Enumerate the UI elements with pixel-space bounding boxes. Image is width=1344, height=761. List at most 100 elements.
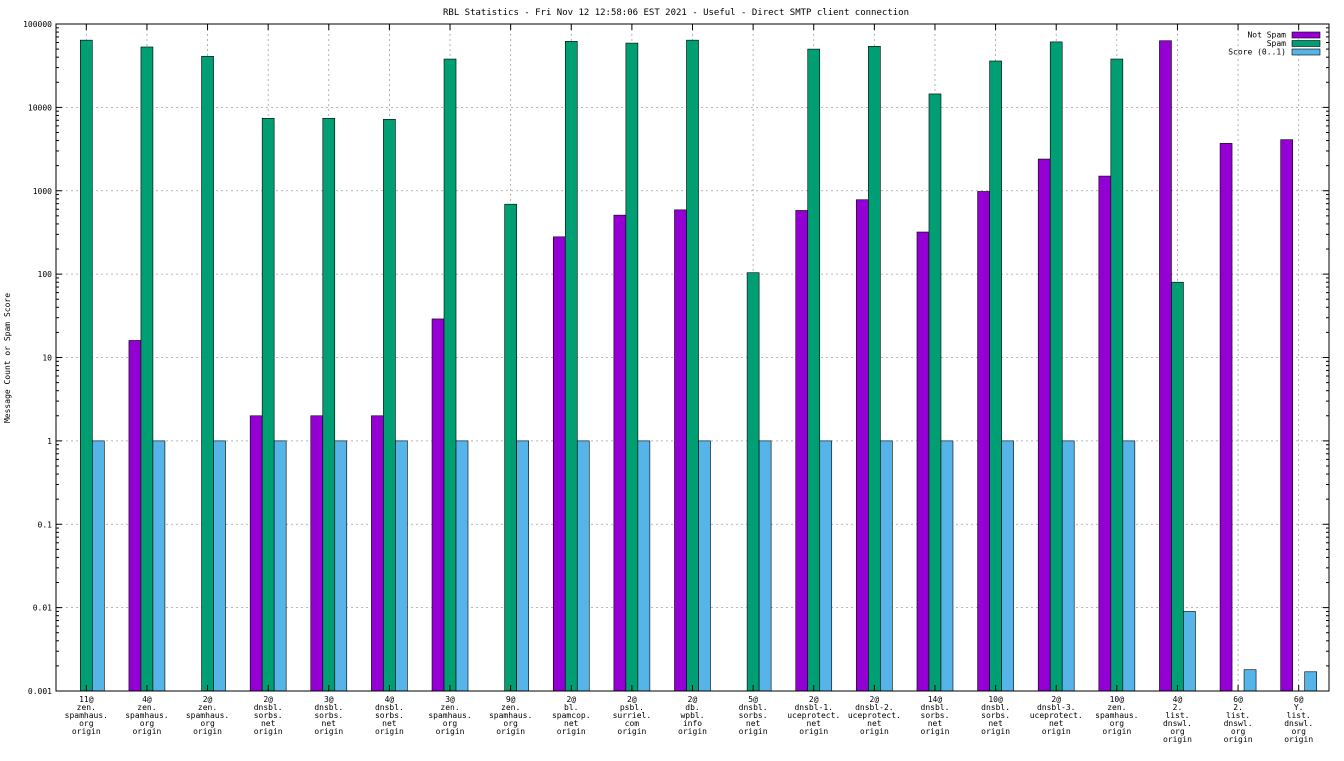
bar-spam (443, 58, 457, 692)
bar-not-spam (1280, 139, 1293, 692)
y-tick-label: 10000 (28, 103, 52, 112)
legend-label: Spam (1267, 39, 1286, 48)
x-category-label: 9@ zen. spamhaus. org origin (489, 695, 532, 736)
y-tick-label: 0.1 (38, 520, 53, 529)
bar-score-0-1 (92, 440, 105, 692)
legend-swatch (1291, 31, 1321, 39)
x-category-label: 6@ 2. list. dnswl. org origin (1224, 695, 1253, 744)
bar-score-0-1 (940, 440, 954, 692)
x-category-label: 4@ dnsbl. sorbs. net origin (375, 695, 404, 736)
x-category-label: 4@ 2. list. dnswl. org origin (1163, 695, 1192, 744)
bar-not-spam (552, 236, 566, 692)
x-category-label: 2@ dnsbl-3. uceprotect. net origin (1030, 695, 1083, 736)
bar-spam (201, 55, 214, 692)
bar-score-0-1 (334, 440, 348, 692)
bar-spam (625, 42, 639, 692)
x-category-label: 2@ bl. spamcop. net origin (552, 695, 591, 736)
legend-swatch (1291, 48, 1321, 56)
bar-score-0-1 (516, 440, 529, 692)
x-category-label: 3@ zen. spamhaus. org origin (428, 695, 471, 736)
bar-not-spam (371, 415, 384, 692)
bar-score-0-1 (1061, 440, 1075, 692)
bar-score-0-1 (1183, 611, 1196, 692)
bar-score-0-1 (395, 440, 408, 692)
x-category-label: 11@ zen. spamhaus. org origin (65, 695, 108, 736)
x-category-label: 4@ zen. spamhaus. org origin (125, 695, 168, 736)
bar-not-spam (1037, 158, 1051, 692)
bar-not-spam (1159, 40, 1172, 692)
bar-score-0-1 (273, 440, 287, 692)
bar-score-0-1 (455, 440, 469, 692)
bar-not-spam (613, 214, 627, 692)
x-category-label: 5@ dnsbl. sorbs. net origin (739, 695, 768, 736)
bar-spam (504, 203, 517, 692)
x-category-label: 2@ dnsbl. sorbs. net origin (254, 695, 283, 736)
bar-not-spam (128, 340, 142, 692)
bar-score-0-1 (819, 440, 833, 692)
bars (80, 39, 1317, 692)
bar-score-0-1 (637, 440, 651, 692)
plot-border (55, 23, 1330, 692)
bar-score-0-1 (880, 440, 893, 692)
x-category-label: 3@ dnsbl. sorbs. net origin (314, 695, 343, 736)
x-category-label: 2@ zen. spamhaus. org origin (186, 695, 229, 736)
bar-not-spam (431, 318, 445, 692)
legend-label: Score (0..1) (1228, 48, 1286, 57)
bar-spam (746, 272, 760, 692)
x-category-label: 2@ db. wpbl. info origin (678, 695, 707, 736)
bar-spam (1110, 58, 1124, 692)
bar-spam (261, 117, 275, 692)
y-tick-label: 10 (42, 354, 52, 363)
bar-spam (564, 41, 578, 692)
bar-score-0-1 (698, 440, 711, 692)
chart-title: RBL Statistics - Fri Nov 12 12:58:06 EST… (443, 8, 909, 18)
bar-not-spam (249, 415, 263, 692)
bar-not-spam (310, 415, 324, 692)
bar-spam (989, 60, 1002, 692)
bar-not-spam (856, 199, 869, 692)
bar-score-0-1 (576, 440, 590, 692)
bar-not-spam (795, 210, 809, 692)
bar-not-spam (977, 191, 990, 692)
bar-score-0-1 (1243, 669, 1257, 692)
bar-not-spam (674, 209, 687, 692)
bar-score-0-1 (1001, 440, 1014, 692)
x-category-label: 6@ Y. list. dnswl. org origin (1284, 695, 1313, 744)
y-axis-label: Message Count or Spam Score (3, 293, 12, 423)
bar-spam (80, 39, 93, 692)
bar-spam (1049, 41, 1063, 692)
x-category-label: 2@ dnsbl-2. uceprotect. net origin (848, 695, 901, 736)
x-category-label: 2@ dnsbl-1. uceprotect. net origin (787, 695, 840, 736)
bar-spam (322, 117, 336, 692)
x-category-label: 10@ zen. spamhaus. org origin (1095, 695, 1138, 736)
y-tick-label: 100000 (23, 20, 52, 29)
bar-score-0-1 (1304, 671, 1317, 692)
x-category-label: 14@ dnsbl. sorbs. net origin (921, 695, 950, 736)
bar-not-spam (1219, 143, 1233, 692)
bar-spam (807, 48, 821, 692)
y-tick-label: 0.01 (33, 604, 52, 613)
bar-spam (686, 39, 699, 692)
bar-spam (140, 46, 154, 692)
legend-label: Not Spam (1247, 31, 1286, 40)
bar-spam (1171, 281, 1184, 692)
bar-not-spam (1098, 175, 1112, 692)
x-category-label: 2@ psbl. surriel. com origin (613, 695, 652, 736)
bar-score-0-1 (213, 440, 226, 692)
y-tick-label: 100 (38, 270, 53, 279)
y-tick-label: 1000 (33, 187, 52, 196)
x-category-label: 10@ dnsbl. sorbs. net origin (981, 695, 1010, 736)
y-tick-label: 1 (47, 437, 52, 446)
bar-score-0-1 (1122, 440, 1136, 692)
bar-spam (868, 46, 881, 692)
legend-swatch (1291, 40, 1321, 47)
bar-not-spam (916, 231, 930, 692)
bar-spam (928, 93, 942, 692)
bar-score-0-1 (758, 440, 772, 692)
y-tick-label: 0.001 (28, 687, 52, 696)
bar-spam (383, 118, 396, 692)
axes: 0.001 0.01 0.1 1 10 100 1000 10000 100000 11@ zen.… (23, 20, 1330, 744)
